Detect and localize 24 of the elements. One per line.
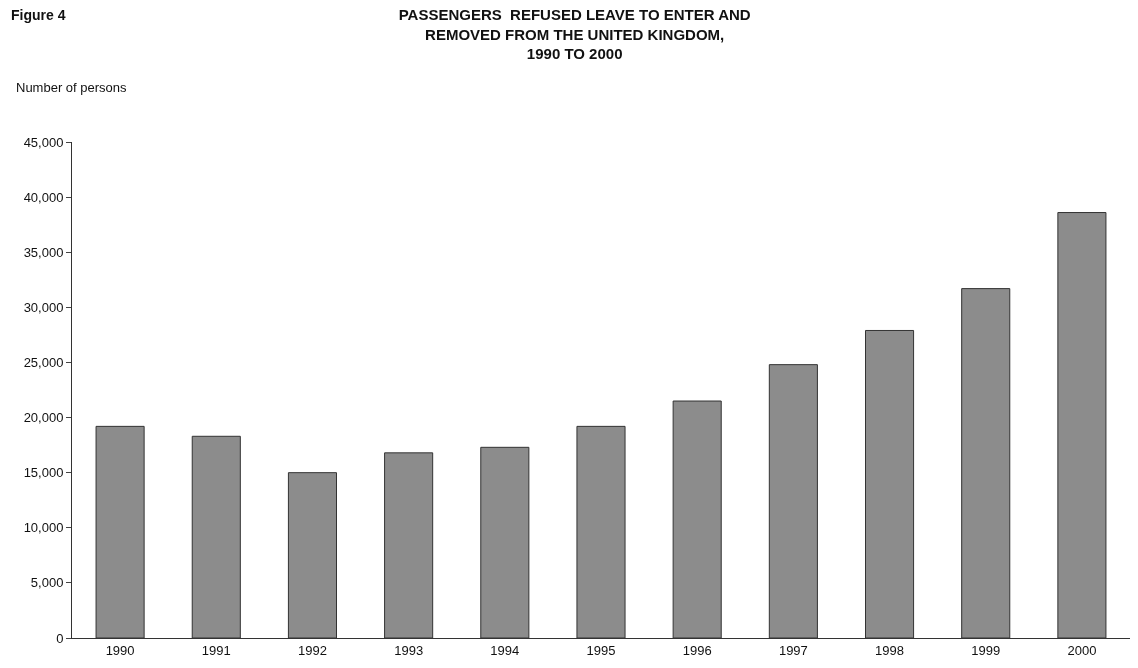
- x-tick-label: 1996: [682, 642, 712, 658]
- x-tick-label: 1990: [105, 642, 135, 658]
- caption: Figure 4: [11, 7, 66, 23]
- y-tick-label: 25,000: [23, 354, 64, 370]
- y-tick-label: 45,000: [23, 134, 64, 150]
- y-tick-label: 10,000: [23, 520, 64, 536]
- x-tick-label: 1997: [778, 642, 808, 658]
- y-tick-label: 0: [56, 630, 64, 646]
- y-tick-label: 35,000: [23, 244, 64, 260]
- x-tick-label: 1994: [490, 642, 520, 658]
- y-axis-title: Number of persons: [16, 80, 128, 95]
- y-tick-label: 15,000: [23, 465, 64, 481]
- x-tick-label: 1998: [875, 642, 905, 658]
- x-tick-label: 1992: [297, 642, 327, 658]
- y-tick-label: 40,000: [23, 189, 64, 205]
- x-tick-label: 1993: [394, 642, 424, 658]
- chart-title: PASSENGERS REFUSED LEAVE TO ENTER AND REMOVED FROM THE UNITED KINGDOM, 1990 TO 2000: [398, 6, 751, 63]
- y-tick-label: 20,000: [23, 410, 64, 426]
- x-tick-label: 1991: [201, 642, 231, 658]
- y-tick-label: 30,000: [23, 299, 64, 315]
- y-tick-label: 5,000: [30, 575, 64, 591]
- x-tick-label: 1999: [971, 642, 1001, 658]
- x-tick-label: 2000: [1067, 642, 1097, 658]
- x-tick-label: 1995: [586, 642, 616, 658]
